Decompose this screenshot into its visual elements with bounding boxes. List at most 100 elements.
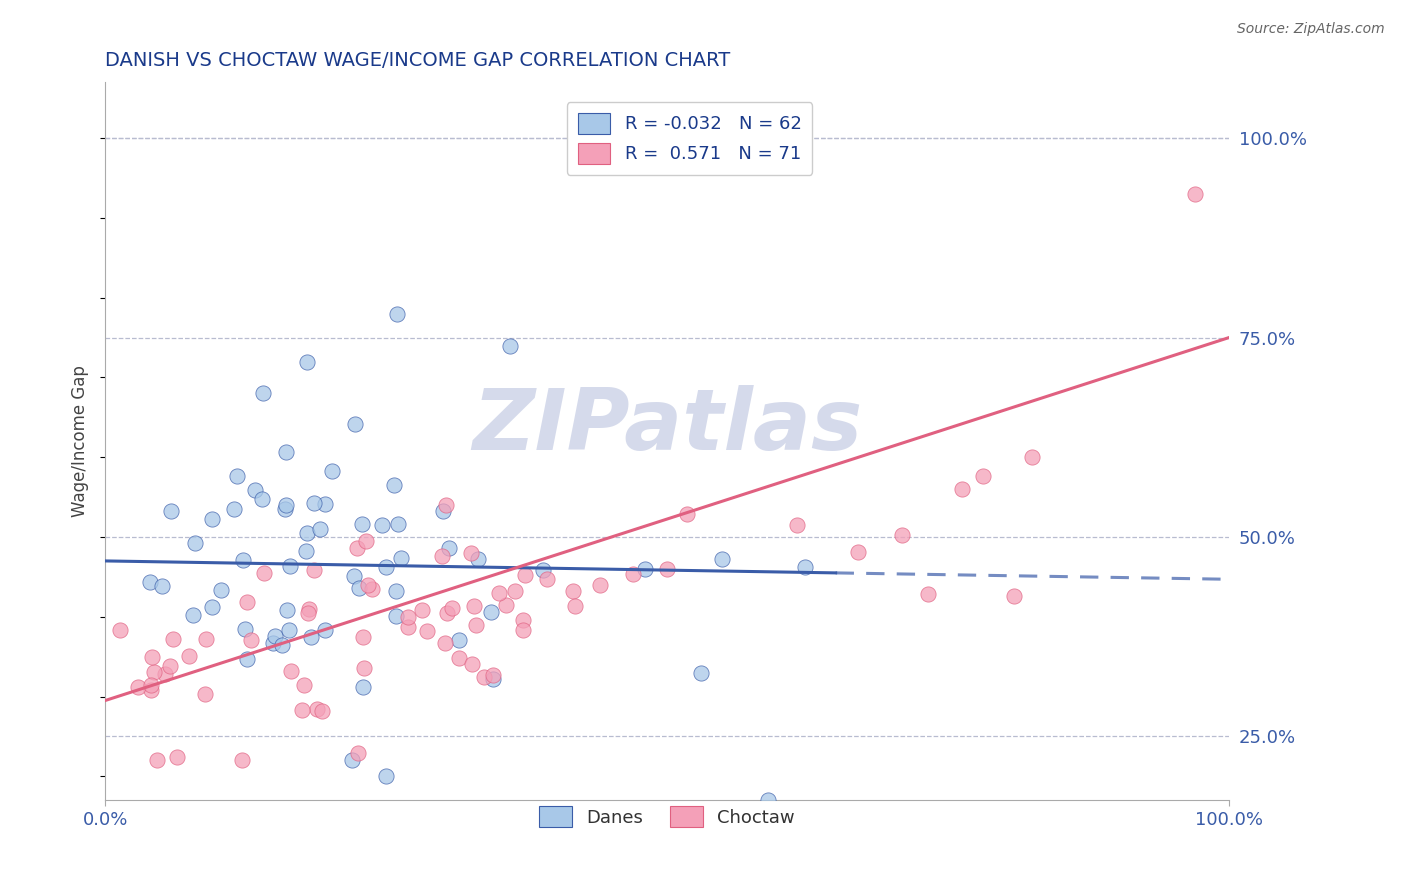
Point [159, 504, 181, 518]
Point [434, 498, 457, 512]
Point [460, 546, 482, 560]
Point [387, 516, 409, 531]
Point [536, 573, 558, 587]
Point [278, 559, 301, 574]
Point [655, 562, 678, 576]
Point [352, 631, 374, 645]
Point [472, 670, 495, 684]
Point [314, 497, 336, 511]
Legend: Danes, Choctaw: Danes, Choctaw [531, 799, 801, 834]
Point [465, 617, 488, 632]
Point [396, 620, 419, 634]
Point [262, 636, 284, 650]
Point [354, 534, 377, 549]
Point [302, 563, 325, 577]
Point [389, 550, 412, 565]
Point [436, 606, 458, 620]
Point [440, 600, 463, 615]
Point [950, 482, 973, 496]
Point [232, 552, 254, 566]
Point [139, 678, 162, 692]
Point [321, 464, 343, 478]
Point [108, 624, 131, 638]
Point [162, 632, 184, 646]
Point [531, 563, 554, 577]
Point [150, 579, 173, 593]
Point [488, 586, 510, 600]
Point [194, 687, 217, 701]
Point [360, 582, 382, 596]
Point [689, 665, 711, 680]
Point [235, 595, 257, 609]
Point [375, 769, 398, 783]
Point [299, 630, 322, 644]
Point [564, 599, 586, 614]
Point [298, 601, 321, 615]
Point [513, 568, 536, 582]
Point [621, 566, 644, 581]
Point [1021, 450, 1043, 464]
Point [222, 502, 245, 516]
Point [917, 587, 939, 601]
Point [463, 599, 485, 613]
Point [166, 749, 188, 764]
Point [295, 526, 318, 541]
Point [270, 638, 292, 652]
Point [195, 632, 218, 646]
Point [141, 683, 163, 698]
Point [482, 668, 505, 682]
Point [233, 623, 256, 637]
Point [588, 578, 610, 592]
Point [277, 623, 299, 637]
Point [292, 678, 315, 692]
Point [467, 551, 489, 566]
Point [280, 665, 302, 679]
Point [347, 746, 370, 760]
Point [274, 445, 297, 459]
Point [201, 512, 224, 526]
Point [314, 623, 336, 637]
Point [291, 703, 314, 717]
Point [264, 629, 287, 643]
Point [430, 549, 453, 563]
Point [495, 598, 517, 612]
Point [250, 491, 273, 506]
Point [375, 560, 398, 574]
Point [309, 522, 332, 536]
Point [794, 560, 817, 574]
Point [342, 753, 364, 767]
Point [252, 386, 274, 401]
Point [343, 417, 366, 431]
Point [225, 469, 247, 483]
Point [384, 608, 406, 623]
Point [184, 535, 207, 549]
Point [273, 502, 295, 516]
Point [155, 667, 177, 681]
Point [352, 681, 374, 695]
Point [479, 605, 502, 619]
Point [142, 665, 165, 679]
Point [353, 661, 375, 675]
Point [437, 541, 460, 555]
Point [562, 584, 585, 599]
Point [146, 753, 169, 767]
Point [179, 648, 201, 663]
Point [434, 636, 457, 650]
Point [295, 544, 318, 558]
Point [311, 704, 333, 718]
Point [127, 680, 149, 694]
Point [503, 584, 526, 599]
Point [432, 504, 454, 518]
Point [482, 673, 505, 687]
Point [387, 307, 409, 321]
Point [201, 600, 224, 615]
Point [236, 651, 259, 665]
Point [447, 632, 470, 647]
Point [972, 469, 994, 483]
Point [675, 507, 697, 521]
Point [891, 528, 914, 542]
Point [274, 498, 297, 512]
Point [243, 483, 266, 497]
Point [139, 574, 162, 589]
Point [1184, 187, 1206, 202]
